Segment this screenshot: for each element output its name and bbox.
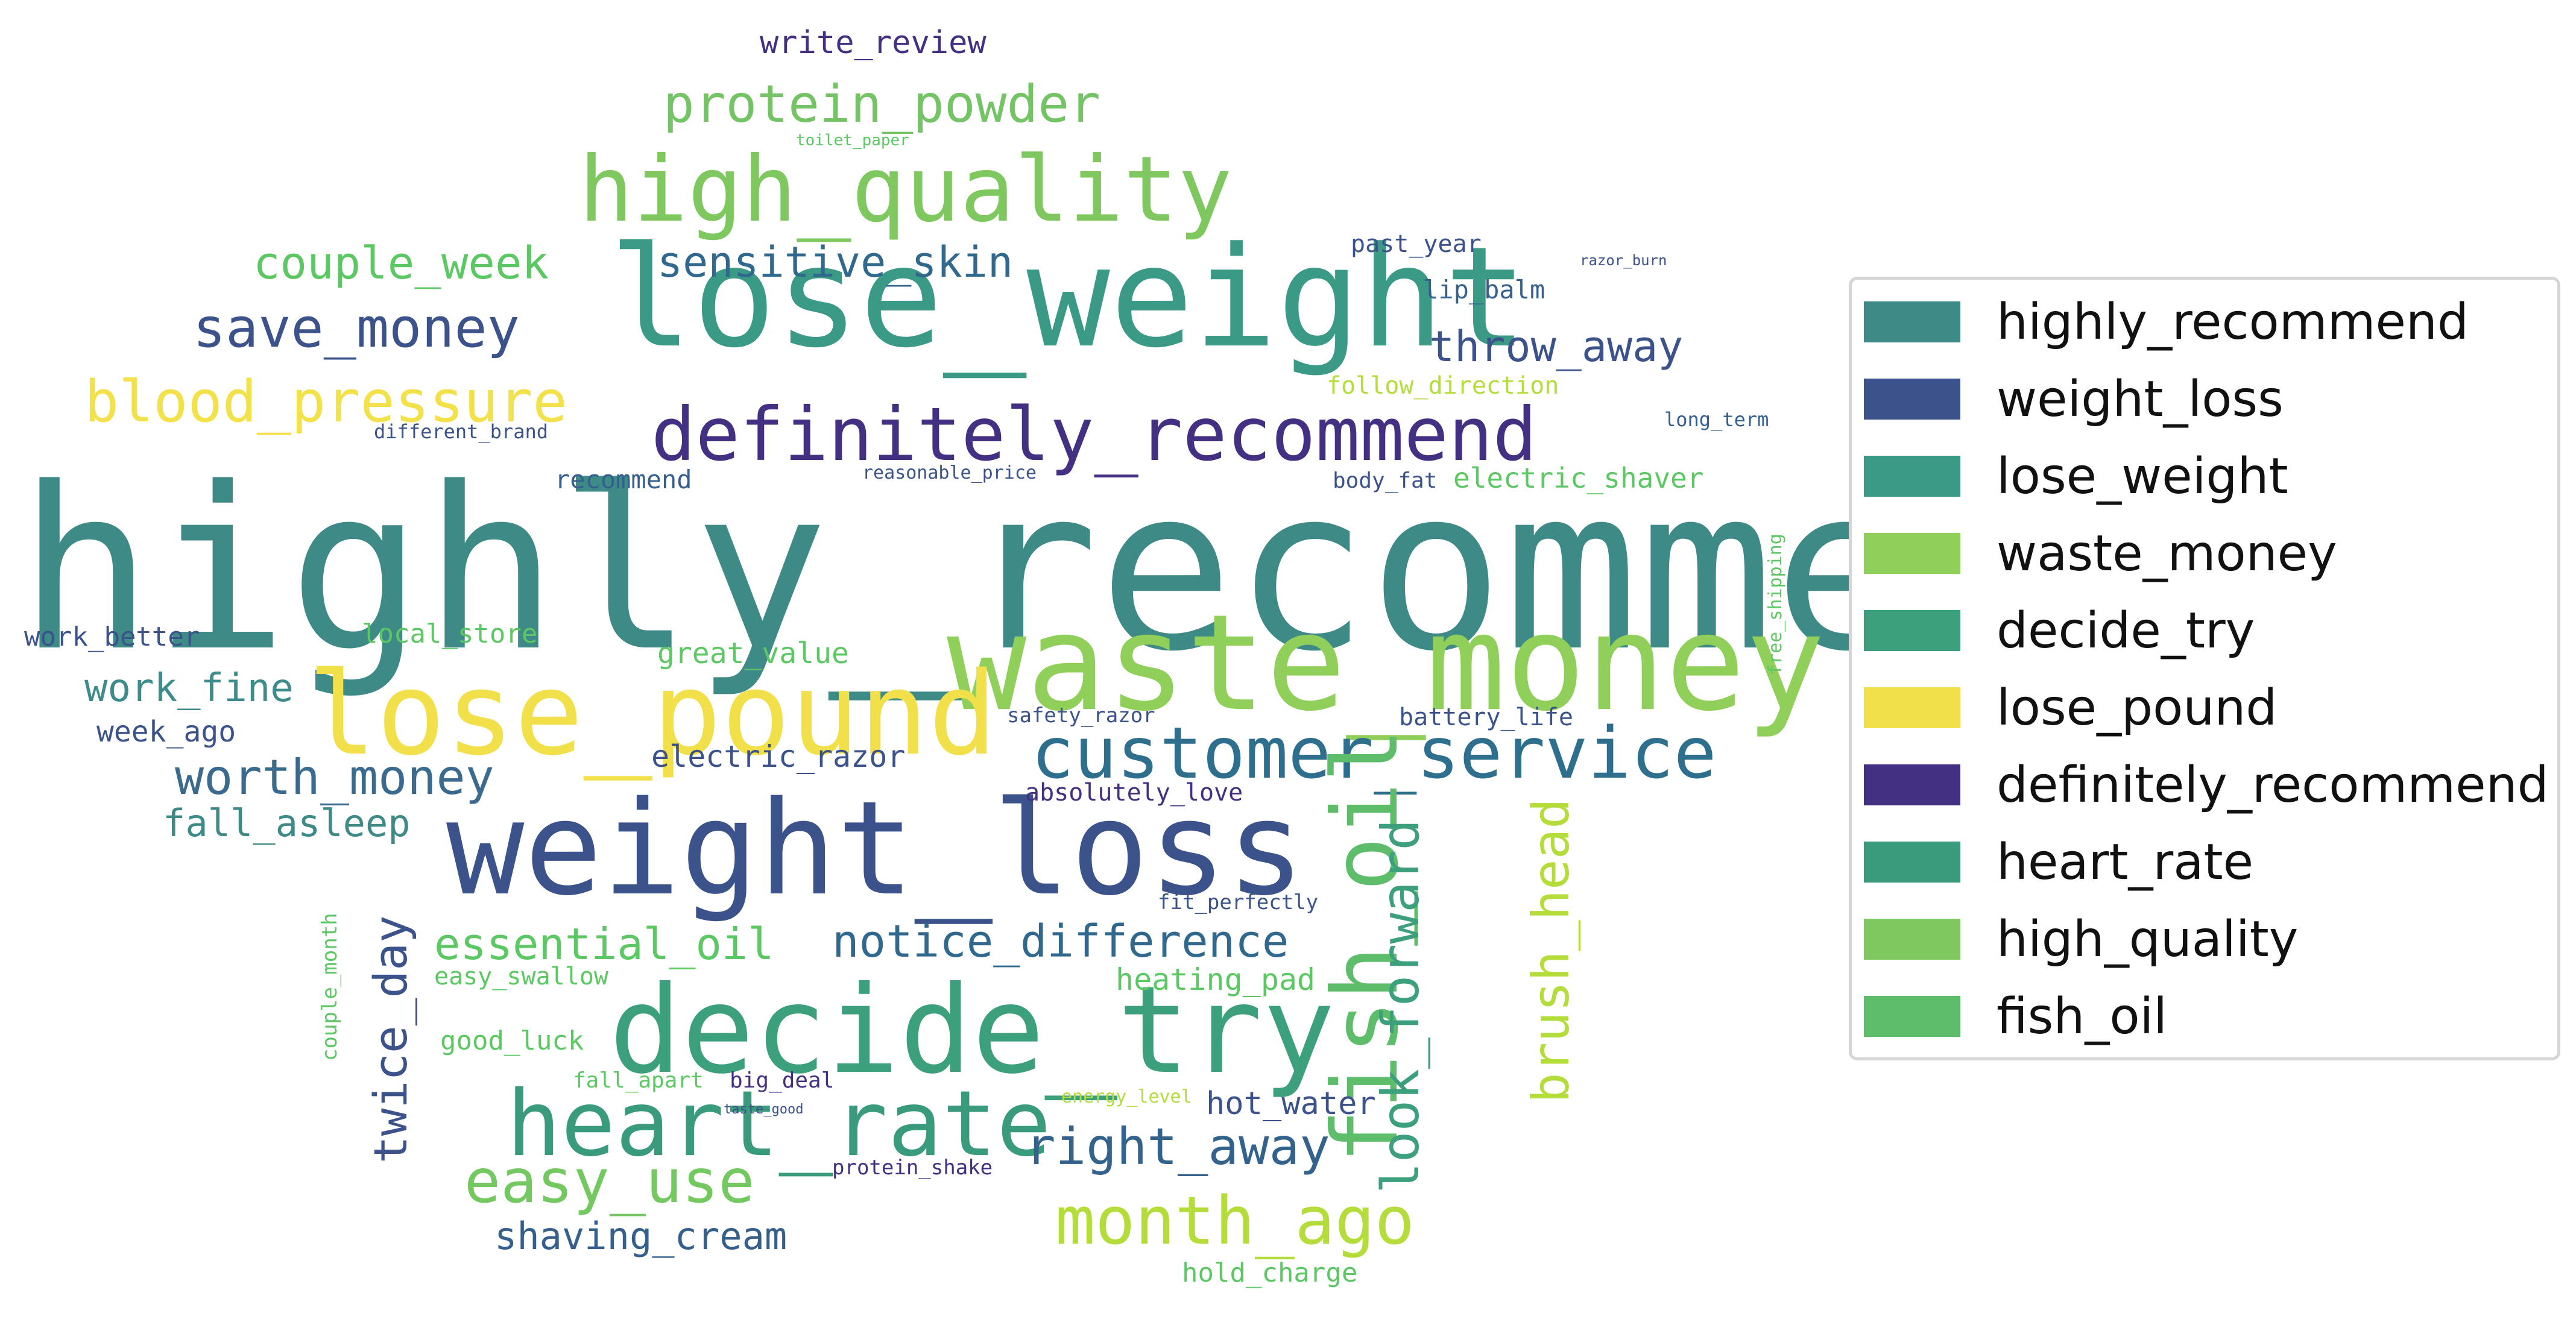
legend-label: high_quality: [1997, 910, 2299, 968]
legend: highly_recommend weight_loss lose_weight…: [1849, 277, 2560, 1060]
word-worth-money: worth_money: [175, 749, 494, 805]
word-month-ago: month_ago: [1055, 1182, 1415, 1259]
word-body-fat: body_fat: [1333, 468, 1438, 493]
word-high-quality: high_quality: [579, 137, 1233, 242]
word-blood-pressure: blood_pressure: [84, 369, 567, 435]
legend-swatch: [1864, 996, 1960, 1037]
word-electric-shaver: electric_shaver: [1453, 462, 1704, 494]
word-long-term: long_term: [1664, 408, 1769, 431]
legend-item-decide-try: decide_try: [1864, 602, 2255, 660]
legend-swatch: [1864, 301, 1960, 342]
word-past-year: past_year: [1351, 230, 1482, 258]
word-protein-shake: protein_shake: [832, 1156, 993, 1180]
word-energy-level: energy_level: [1061, 1086, 1192, 1107]
word-reasonable-price: reasonable_price: [862, 462, 1037, 483]
word-definitely-recommend: definitely_recommend: [651, 392, 1538, 477]
word-great-value: great_value: [657, 637, 849, 670]
legend-item-high-quality: high_quality: [1864, 911, 2298, 968]
legend-item-definitely-recommend: definitely_recommend: [1864, 757, 2549, 814]
word-lip-balm: lip_balm: [1423, 275, 1545, 304]
word-save-money: save_money: [193, 297, 520, 360]
legend-swatch: [1864, 610, 1960, 651]
legend-item-lose-weight: lose_weight: [1864, 448, 2288, 505]
legend-swatch: [1864, 687, 1960, 728]
word-local-store: local_store: [362, 619, 538, 649]
word-work-fine: work_fine: [84, 666, 294, 711]
legend-item-weight-loss: weight_loss: [1864, 371, 2284, 428]
word-hold-charge: hold_charge: [1182, 1258, 1358, 1288]
word-hot-water: hot_water: [1206, 1086, 1376, 1122]
word-taste-good: taste_good: [724, 1102, 804, 1117]
word-different-brand: different_brand: [374, 420, 548, 443]
legend-swatch: [1864, 379, 1960, 420]
word-fit-perfectly: fit_perfectly: [1158, 890, 1319, 914]
word-toilet-paper: toilet_paper: [796, 131, 909, 150]
legend-item-highly-recommend: highly_recommend: [1864, 294, 2469, 351]
legend-item-heart-rate: heart_rate: [1864, 834, 2253, 891]
word-battery-life: battery_life: [1399, 704, 1573, 731]
word-shaving-cream: shaving_cream: [494, 1214, 788, 1258]
word-brush-head: brush_head: [1521, 798, 1580, 1103]
word-throw-away: throw_away: [1429, 322, 1684, 371]
legend-label: decide_try: [1997, 602, 2255, 660]
legend-label: lose_weight: [1997, 447, 2288, 505]
word-couple-week: couple_week: [253, 238, 549, 289]
legend-item-fish-oil: fish_oil: [1864, 988, 2167, 1045]
word-electric-razor: electric_razor: [651, 739, 906, 774]
legend-swatch: [1864, 764, 1960, 805]
word-safety-razor: safety_razor: [1007, 704, 1155, 728]
legend-label: fish_oil: [1997, 987, 2168, 1045]
word-razor-burn: razor_burn: [1580, 252, 1667, 269]
legend-label: waste_money: [1997, 524, 2337, 582]
legend-swatch: [1864, 919, 1960, 960]
legend-swatch: [1864, 456, 1960, 497]
word-right-away: right_away: [1025, 1117, 1330, 1176]
word-customer-service: customer_service: [1031, 711, 1717, 795]
word-good-luck: good_luck: [440, 1025, 584, 1056]
word-notice-difference: notice_difference: [832, 916, 1289, 968]
word-sensitive-skin: sensitive_skin: [657, 238, 1014, 287]
word-weight-loss: weight_loss: [446, 773, 1305, 924]
legend-swatch: [1864, 842, 1960, 883]
word-fall-apart: fall_apart: [573, 1068, 704, 1093]
word-easy-use: easy_use: [464, 1146, 755, 1217]
word-write-review: write_review: [760, 25, 987, 61]
legend-label: heart_rate: [1997, 833, 2254, 891]
word-twice-day: twice_day: [364, 915, 417, 1163]
word-big-deal: big_deal: [730, 1068, 835, 1093]
word-week-ago: week_ago: [96, 715, 236, 749]
word-absolutely-love: absolutely_love: [1025, 779, 1243, 807]
legend-swatch: [1864, 533, 1960, 574]
word-look-forward: look_forward: [1371, 819, 1431, 1194]
word-easy-swallow: easy_swallow: [434, 963, 608, 990]
word-free-shipping: free_shipping: [1765, 534, 1786, 675]
legend-label: weight_loss: [1997, 370, 2284, 428]
word-recommend: recommend: [555, 465, 692, 494]
legend-item-waste-money: waste_money: [1864, 525, 2337, 582]
word-decide-try: decide_try: [609, 960, 1336, 1101]
word-work-better: work_better: [24, 622, 200, 652]
word-highly-recommend: highly_recommend: [18, 439, 2179, 700]
word-heating-pad: heating_pad: [1116, 962, 1316, 997]
word-fall-asleep: fall_asleep: [163, 801, 411, 845]
word-protein-powder: protein_powder: [663, 74, 1100, 134]
word-essential-oil: essential_oil: [434, 919, 774, 969]
word-cloud: highly_recommend lose_weight waste_money…: [18, 25, 2179, 1288]
word-follow-direction: follow_direction: [1327, 372, 1559, 400]
word-lose-pound: lose_pound: [308, 647, 997, 781]
legend-label: highly_recommend: [1997, 293, 2469, 351]
legend-label: lose_pound: [1997, 679, 2278, 737]
word-heart-rate: heart_rate: [507, 1072, 1052, 1177]
legend-label: definitely_recommend: [1997, 756, 2549, 814]
legend-item-lose-pound: lose_pound: [1864, 679, 2277, 737]
word-couple-month: couple_month: [318, 913, 342, 1061]
word-waste-money: waste_money: [947, 586, 1825, 740]
word-lose-weight: lose_weight: [609, 218, 1528, 379]
